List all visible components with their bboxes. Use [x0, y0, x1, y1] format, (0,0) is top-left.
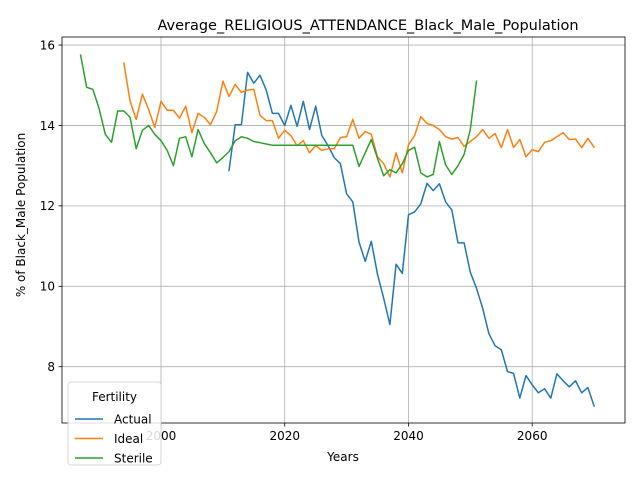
y-tick-label: 10 — [40, 280, 55, 294]
y-tick-label: 16 — [40, 38, 55, 52]
legend-label-actual: Actual — [114, 412, 152, 426]
x-axis-label: Years — [326, 450, 359, 464]
legend-title: Fertility — [92, 390, 137, 404]
legend-label-sterile: Sterile — [114, 451, 153, 465]
y-tick-label: 14 — [40, 119, 55, 133]
x-tick-label: 2060 — [517, 429, 548, 443]
chart-title: Average_RELIGIOUS_ATTENDANCE_Black_Male_… — [157, 18, 578, 34]
legend-label-ideal: Ideal — [114, 432, 143, 446]
y-axis-label: % of Black_Male Population — [14, 133, 28, 297]
y-tick-label: 8 — [47, 360, 55, 374]
x-tick-label: 2020 — [269, 429, 300, 443]
y-tick-label: 12 — [40, 199, 55, 213]
x-tick-label: 2040 — [393, 429, 424, 443]
legend: Fertility Actual Ideal Sterile — [68, 382, 161, 465]
